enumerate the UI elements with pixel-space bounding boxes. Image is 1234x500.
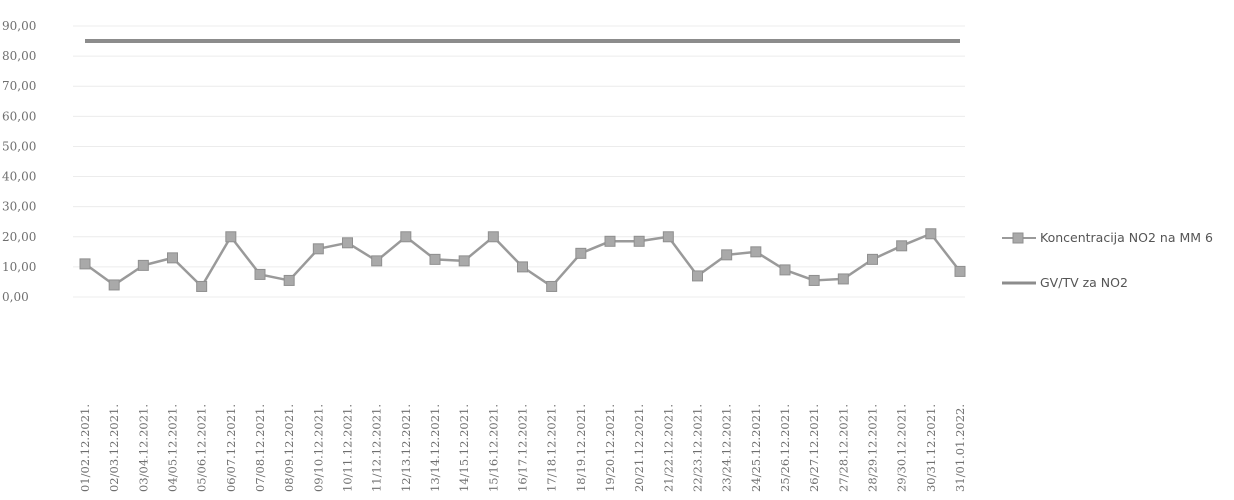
data-point-marker — [779, 264, 791, 276]
x-tick-label: 04/05.12.2021. — [166, 404, 180, 492]
data-point-marker — [517, 261, 528, 273]
data-point-marker — [196, 280, 208, 292]
y-tick-label: 30,00 — [2, 200, 36, 214]
data-point-marker — [487, 231, 499, 243]
x-axis-tick-labels: 01/02.12.2021. 02/03.12.2021. 03/04.12.202… — [78, 404, 967, 492]
data-point-marker — [254, 268, 266, 280]
gridlines — [73, 25, 965, 298]
x-tick-label: 07/08.12.2021. — [253, 404, 267, 492]
data-point-marker — [137, 259, 149, 271]
x-tick-label: 16/17.12.2021. — [516, 404, 530, 492]
y-tick-label: 60,00 — [2, 109, 36, 123]
data-point-marker — [896, 240, 908, 252]
x-tick-label: 13/14.12.2021. — [428, 404, 442, 492]
data-point-marker — [342, 237, 353, 249]
series-markers — [79, 228, 966, 292]
y-tick-label: 10,00 — [2, 260, 36, 274]
x-tick-label: 11/12.12.2021. — [370, 404, 384, 492]
x-tick-label: 19/20.12.2021. — [603, 404, 617, 492]
x-tick-label: 09/10.12.2021. — [311, 404, 325, 492]
x-tick-label: 23/24.12.2021. — [720, 404, 734, 492]
x-tick-label: 28/29.12.2021. — [866, 404, 880, 492]
x-tick-label: 12/13.12.2021. — [399, 404, 413, 492]
x-tick-label: 24/25.12.2021. — [749, 404, 763, 492]
x-tick-label: 03/04.12.2021. — [136, 404, 150, 492]
y-tick-label: 40,00 — [2, 170, 36, 184]
data-point-marker — [604, 235, 616, 247]
x-tick-label: 05/06.12.2021. — [195, 404, 209, 492]
data-point-marker — [808, 274, 820, 286]
x-tick-label: 17/18.12.2021. — [545, 404, 559, 492]
data-point-marker — [633, 235, 645, 247]
data-point-marker — [837, 273, 849, 285]
data-point-marker — [750, 246, 762, 258]
x-tick-label: 29/30.12.2021. — [895, 404, 909, 492]
x-tick-label: 02/03.12.2021. — [107, 404, 121, 492]
x-tick-label: 22/23.12.2021. — [691, 404, 705, 492]
data-point-marker — [167, 252, 178, 264]
y-tick-label: 70,00 — [2, 79, 36, 93]
data-point-marker — [954, 265, 966, 277]
data-point-marker — [692, 270, 703, 282]
data-point-marker — [400, 231, 412, 243]
x-tick-label: 31/01.01.2022. — [953, 404, 967, 492]
x-tick-label: 10/11.12.2021. — [341, 404, 355, 492]
x-tick-label: 30/31.12.2021. — [924, 404, 938, 492]
y-tick-label: 80,00 — [2, 49, 36, 63]
x-tick-label: 18/19.12.2021. — [574, 404, 588, 492]
data-point-marker — [721, 249, 733, 261]
y-tick-label: 0,00 — [2, 290, 29, 304]
legend-swatch-marker — [1012, 232, 1024, 244]
x-tick-label: 21/22.12.2021. — [661, 404, 675, 492]
y-tick-label: 90,00 — [2, 19, 36, 33]
legend-label: GV/TV za NO2 — [1040, 275, 1128, 290]
data-point-marker — [925, 228, 937, 240]
x-tick-label: 15/16.12.2021. — [486, 404, 500, 492]
x-tick-label: 25/26.12.2021. — [778, 404, 792, 492]
data-point-marker — [371, 255, 383, 267]
legend-label: Koncentracija NO2 na MM 6 — [1040, 230, 1213, 245]
series-lines — [84, 39, 961, 288]
data-point-marker — [867, 253, 878, 265]
x-tick-label: 27/28.12.2021. — [836, 404, 850, 492]
x-tick-label: 06/07.12.2021. — [224, 404, 238, 492]
y-tick-label: 20,00 — [2, 230, 36, 244]
x-tick-label: 14/15.12.2021. — [457, 404, 471, 492]
x-tick-label: 08/09.12.2021. — [282, 404, 296, 492]
y-axis-tick-labels: 0,00 10,00 20,00 30,00 40,00 50,00 60,00 70,00 8… — [2, 19, 36, 304]
data-point-marker — [429, 253, 441, 265]
data-point-marker — [546, 280, 558, 292]
data-point-marker — [575, 247, 587, 259]
legend: Koncentracija NO2 na MM 6 GV/TV za NO2 — [1002, 230, 1213, 290]
y-tick-label: 50,00 — [2, 139, 36, 153]
data-point-marker — [312, 243, 324, 255]
data-point-marker — [225, 231, 237, 243]
x-tick-label: 20/21.12.2021. — [632, 404, 646, 492]
data-point-marker — [458, 255, 470, 267]
data-point-marker — [662, 231, 674, 243]
x-tick-label: 01/02.12.2021. — [78, 404, 92, 492]
data-point-marker — [108, 279, 120, 291]
x-tick-label: 26/27.12.2021. — [807, 404, 821, 492]
data-point-marker — [283, 274, 295, 286]
series-line — [84, 232, 961, 288]
data-point-marker — [79, 258, 91, 270]
